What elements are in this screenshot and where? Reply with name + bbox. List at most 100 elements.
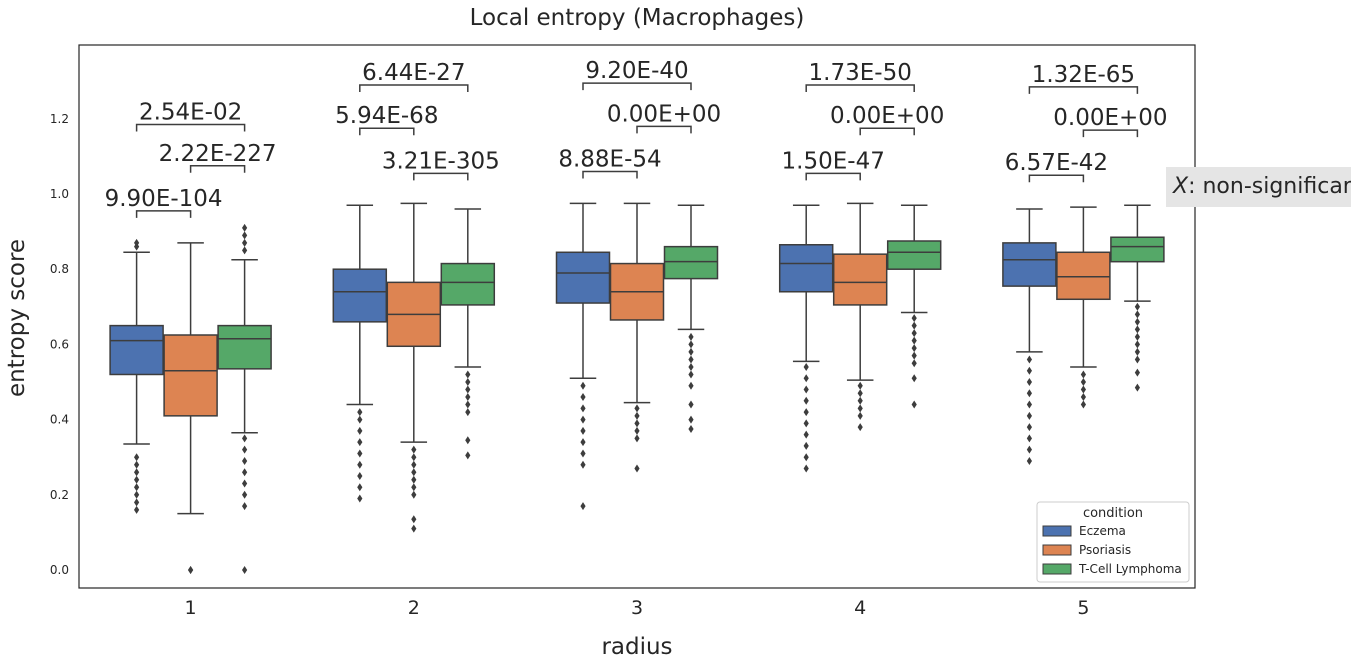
outlier-point [580, 415, 586, 424]
outlier-point [1134, 302, 1140, 311]
p-value-label: 0.00E+00 [830, 103, 944, 129]
p-value-label: 1.32E-65 [1032, 62, 1135, 88]
outlier-point [1134, 340, 1140, 349]
outlier-point [688, 340, 694, 349]
outlier-point [1026, 456, 1032, 465]
outlier-point [1080, 393, 1086, 402]
p-value-label: 6.44E-27 [362, 60, 465, 86]
significance-bracket [135, 210, 192, 218]
outlier-point [1134, 332, 1140, 341]
outlier-point [911, 351, 917, 360]
plot-frame [78, 44, 1196, 589]
significance-bracket [1028, 174, 1085, 183]
p-value-label: 3.21E-305 [382, 148, 500, 174]
outlier-point [688, 425, 694, 433]
box-psoriasis [163, 334, 218, 417]
p-value-label: 1.50E-47 [782, 148, 885, 174]
outlier-point [911, 314, 917, 323]
significance-bracket [359, 127, 415, 136]
outlier-point [688, 362, 694, 371]
legend-label: Psoriasis [1079, 543, 1131, 557]
outlier-point [1026, 355, 1032, 364]
outlier-point [357, 449, 363, 458]
outlier-point [134, 498, 140, 507]
p-value-label: 0.00E+00 [607, 101, 721, 127]
outlier-point [580, 449, 586, 458]
y-tick-label: 1.0 [50, 187, 69, 201]
outlier-point [465, 400, 471, 409]
outlier-point [803, 374, 809, 383]
outlier-point [357, 460, 363, 469]
outlier-point [242, 490, 248, 499]
outlier-point [134, 475, 140, 484]
outlier-point [242, 246, 248, 255]
outlier-point [634, 464, 640, 473]
legend-label: Eczema [1079, 524, 1126, 538]
y-tick-label: 0.8 [50, 262, 69, 276]
outlier-point [134, 505, 140, 514]
significance-bracket [859, 127, 915, 136]
y-tick-label: 0.6 [50, 337, 69, 351]
outlier-point [634, 434, 640, 443]
outlier-point [242, 238, 248, 247]
p-value-label: 1.73E-50 [809, 60, 912, 86]
outlier-point [1080, 400, 1086, 409]
outlier-point [357, 426, 363, 435]
outlier-point [242, 445, 248, 454]
outlier-point [803, 464, 809, 473]
outlier-point [634, 426, 640, 435]
outlier-point [242, 456, 248, 465]
significance-bracket [359, 84, 469, 92]
outlier-point [1026, 411, 1032, 420]
outlier-point [242, 479, 248, 488]
p-value-label: 6.57E-42 [1005, 150, 1108, 176]
box-eczema [778, 244, 834, 293]
outlier-point [857, 396, 863, 405]
significance-bracket [582, 170, 638, 179]
outlier-point [1026, 366, 1032, 375]
outlier-point [411, 445, 417, 454]
box-t-cell-lymphoma [886, 240, 942, 270]
outlier-point [803, 441, 809, 450]
outlier-point [688, 370, 694, 379]
outlier-point [465, 451, 471, 460]
box-t-cell-lymphoma [440, 262, 496, 306]
outlier-point [1026, 423, 1032, 432]
outlier-point [857, 381, 863, 390]
box-eczema [555, 251, 611, 304]
significance-note-box [1166, 167, 1351, 207]
outlier-point [580, 381, 586, 390]
outlier-point [580, 426, 586, 435]
outlier-point [357, 472, 363, 480]
outlier-point [357, 494, 363, 503]
outlier-point [465, 378, 471, 386]
y-tick-label: 1.2 [50, 112, 69, 126]
outlier-point [803, 419, 809, 428]
significance-bracket [413, 172, 469, 181]
outlier-point [357, 438, 363, 447]
outlier-point [911, 400, 917, 409]
legend-swatch [1042, 563, 1072, 575]
outlier-point [1026, 400, 1032, 409]
outlier-point [1134, 383, 1140, 392]
significance-note-text: : non-significant [1188, 174, 1351, 199]
legend-label: T-Cell Lymphoma [1078, 562, 1182, 576]
x-tick-label: 1 [185, 597, 197, 619]
x-tick-label: 4 [854, 597, 866, 619]
outlier-point [803, 362, 809, 371]
outlier-point [465, 408, 471, 417]
outlier-point [911, 359, 917, 368]
box-eczema [1002, 242, 1057, 287]
outlier-point [1026, 434, 1032, 443]
outlier-point [465, 370, 471, 379]
legend-swatch [1042, 544, 1072, 556]
outlier-point [1080, 378, 1086, 386]
outlier-point [357, 415, 363, 424]
outlier-point [911, 374, 917, 383]
legend-title: condition [1083, 506, 1143, 521]
outlier-point [242, 223, 248, 232]
outlier-point [1026, 378, 1032, 386]
y-tick-label: 0.4 [50, 413, 69, 427]
outlier-point [134, 468, 140, 477]
